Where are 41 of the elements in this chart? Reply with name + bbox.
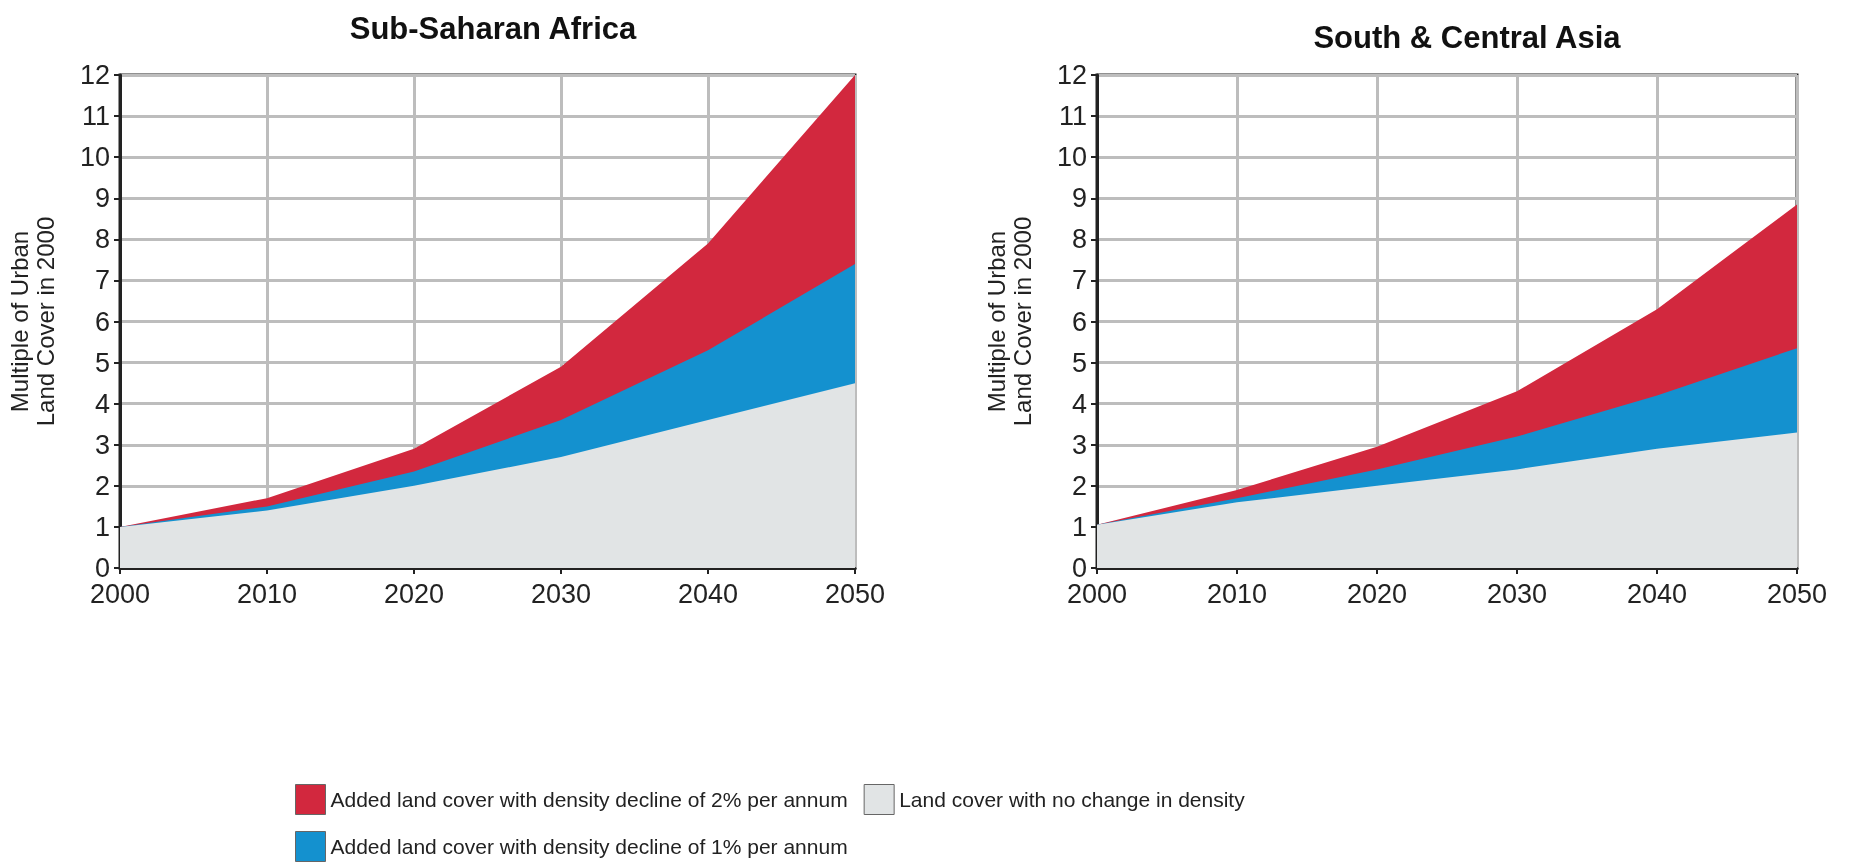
chart-title: Sub-Saharan Africa [349,11,638,46]
y-tick-label: 4 [1071,388,1087,419]
x-tick-label: 2010 [236,578,298,609]
y-tick-label: 7 [1071,265,1087,296]
y-tick-label: 10 [1056,142,1087,173]
y-tick-label: 12 [1056,60,1087,90]
y-tick-label: 9 [1071,183,1087,214]
y-tick-label: 2 [1071,470,1087,501]
x-tick-label: 2040 [1626,578,1688,609]
chart-title: South & Central Asia [1313,20,1622,55]
x-tick-label: 2020 [1346,578,1408,609]
x-tick-label: 2020 [383,578,445,609]
x-tick-label: 2030 [530,578,592,609]
legend-label: Added land cover with density decline of 2% per annum [330,788,848,811]
y-tick-label: 5 [94,347,110,378]
legend-label: Added land cover with density decline of 1% per annum [330,835,848,858]
y-tick-label: 6 [94,306,110,337]
y-tick-label: 3 [94,429,110,460]
y-tick-label: 10 [79,142,110,173]
x-tick-label: 2010 [1206,578,1268,609]
y-axis-title: Multiple of Urban Land Cover in 2000 [982,216,1036,427]
y-tick-label: 8 [94,224,110,255]
x-tick-label: 2030 [1486,578,1548,609]
x-tick-label: 2050 [1766,578,1828,609]
y-tick-label: 11 [1058,101,1087,132]
legend-label: Land cover with no change in density [899,788,1246,811]
y-tick-label: 8 [1071,224,1087,255]
y-tick-label: 4 [94,388,110,419]
x-tick-label: 2050 [824,578,886,609]
y-tick-label: 6 [1071,306,1087,337]
y-tick-label: 1 [94,511,110,542]
y-tick-label: 5 [1071,347,1087,378]
y-tick-label: 12 [79,60,110,90]
y-tick-label: 1 [1071,511,1087,542]
y-tick-label: 11 [81,101,110,132]
y-tick-label: 7 [94,265,110,296]
x-tick-label: 2040 [677,578,739,609]
y-tick-label: 2 [94,470,110,501]
y-tick-label: 9 [94,183,110,214]
y-tick-label: 3 [1071,429,1087,460]
y-axis-title: Multiple of Urban Land Cover in 2000 [5,216,59,427]
